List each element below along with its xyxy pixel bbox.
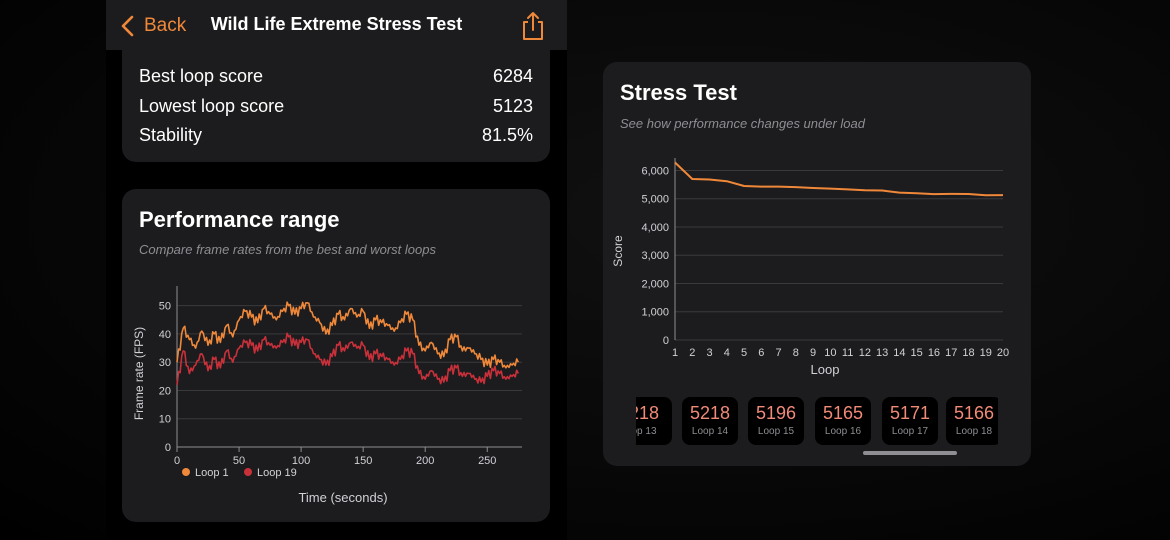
loop-score: 5218 xyxy=(689,403,731,423)
x-tick-label: 250 xyxy=(478,455,496,467)
stress-test-card: Stress Test See how performance changes … xyxy=(603,62,1031,466)
stats-card: Best loop score 6284 Lowest loop score 5… xyxy=(122,40,550,162)
x-tick-label: 100 xyxy=(292,455,310,467)
performance-range-card: Performance range Compare frame rates fr… xyxy=(122,189,550,522)
x-tick-label: 17 xyxy=(945,347,957,359)
loop-label: Loop 18 xyxy=(955,426,993,437)
y-tick-label: 0 xyxy=(663,335,669,347)
loop-tile[interactable]: 5196 Loop 15 xyxy=(748,397,804,445)
x-tick-label: 7 xyxy=(776,347,782,359)
performance-subtitle: Compare frame rates from the best and wo… xyxy=(139,242,436,257)
y-tick-label: 40 xyxy=(159,329,171,341)
legend-label: Loop 19 xyxy=(257,467,297,479)
stat-value: 81.5% xyxy=(481,124,533,145)
y-tick-label: 30 xyxy=(159,357,171,369)
y-tick-label: 1,000 xyxy=(641,307,669,319)
performance-chart: 0 10 20 30 40 50 0 50 100 150 200 250 Frame rate (FP… xyxy=(132,286,522,505)
stat-row-best: Best loop score 6284 xyxy=(139,61,533,91)
y-axis-label: Score xyxy=(611,235,625,267)
y-tick-label: 6,000 xyxy=(641,165,669,177)
loop-score: 218 xyxy=(636,403,660,423)
legend-label: Loop 1 xyxy=(195,467,229,479)
x-tick-label: 5 xyxy=(741,347,747,359)
x-tick-label: 9 xyxy=(810,347,816,359)
score-series-line xyxy=(674,161,1004,197)
x-tick-label: 150 xyxy=(354,455,372,467)
x-tick-label: 8 xyxy=(793,347,799,359)
loop-score: 5196 xyxy=(755,403,797,423)
x-tick-label: 50 xyxy=(233,455,245,467)
x-tick-label: 12 xyxy=(859,347,871,359)
x-tick-label: 3 xyxy=(706,347,712,359)
share-icon[interactable] xyxy=(519,10,547,42)
y-tick-label: 50 xyxy=(159,301,171,313)
series-line-loop-19 xyxy=(176,332,520,385)
x-tick-label: 10 xyxy=(824,347,836,359)
y-tick-label: 0 xyxy=(165,442,171,454)
y-tick-label: 3,000 xyxy=(641,250,669,262)
y-tick-label: 2,000 xyxy=(641,278,669,290)
x-axis-label: Loop xyxy=(811,362,840,377)
y-tick-label: 20 xyxy=(159,385,171,397)
x-tick-label: 200 xyxy=(416,455,434,467)
loop-tile[interactable]: 5218 Loop 14 xyxy=(682,397,738,445)
y-tick-label: 5,000 xyxy=(641,194,669,206)
loop-tile[interactable]: 218 op 13 xyxy=(636,397,672,445)
loop-tile[interactable]: 5166 Loop 18 xyxy=(946,397,998,445)
stat-row-lowest: Lowest loop score 5123 xyxy=(139,91,533,121)
loop-scores-carousel[interactable]: 218 op 13 5218 Loop 14 5196 Loop 15 5165… xyxy=(636,397,998,447)
legend-marker xyxy=(182,468,190,476)
stat-value: 5123 xyxy=(492,95,533,116)
x-tick-label: 2 xyxy=(689,347,695,359)
back-button[interactable]: Back xyxy=(118,12,186,40)
stat-label: Stability xyxy=(139,124,203,145)
y-tick-label: 4,000 xyxy=(641,222,669,234)
loop-score: 5165 xyxy=(822,403,864,423)
loop-tile[interactable]: 5171 Loop 17 xyxy=(882,397,938,445)
x-tick-label: 18 xyxy=(962,347,974,359)
x-axis-label: Time (seconds) xyxy=(298,490,387,505)
x-tick-label: 19 xyxy=(980,347,992,359)
stress-title: Stress Test xyxy=(620,80,737,105)
x-tick-label: 4 xyxy=(724,347,730,359)
x-tick-label: 20 xyxy=(997,347,1009,359)
loop-label: op 13 xyxy=(636,426,657,437)
loop-tile[interactable]: 5165 Loop 16 xyxy=(815,397,871,445)
stat-label: Best loop score xyxy=(139,65,264,86)
x-tick-label: 16 xyxy=(928,347,940,359)
stat-value: 6284 xyxy=(492,65,533,86)
back-label: Back xyxy=(144,15,187,36)
scroll-indicator[interactable] xyxy=(863,451,957,455)
y-axis-label: Frame rate (FPS) xyxy=(132,327,146,420)
legend-marker xyxy=(244,468,252,476)
stress-subtitle: See how performance changes under load xyxy=(620,116,865,131)
x-tick-label: 1 xyxy=(672,347,678,359)
x-tick-label: 13 xyxy=(876,347,888,359)
chevron-left-icon xyxy=(121,15,134,37)
loop-score: 5166 xyxy=(953,403,995,423)
loop-label: Loop 16 xyxy=(824,426,862,437)
x-tick-label: 14 xyxy=(893,347,905,359)
loop-score: 5171 xyxy=(889,403,931,423)
x-tick-label: 0 xyxy=(174,455,180,467)
loop-label: Loop 17 xyxy=(891,426,929,437)
x-tick-label: 6 xyxy=(758,347,764,359)
loop-label: Loop 15 xyxy=(757,426,795,437)
x-tick-label: 11 xyxy=(842,347,853,359)
series-line-loop-1 xyxy=(176,301,520,369)
y-tick-label: 10 xyxy=(159,414,171,426)
x-tick-label: 15 xyxy=(911,347,923,359)
stat-label: Lowest loop score xyxy=(139,95,285,116)
stat-row-stability: Stability 81.5% xyxy=(139,120,533,150)
loop-label: Loop 14 xyxy=(691,426,729,437)
performance-title: Performance range xyxy=(139,207,340,232)
